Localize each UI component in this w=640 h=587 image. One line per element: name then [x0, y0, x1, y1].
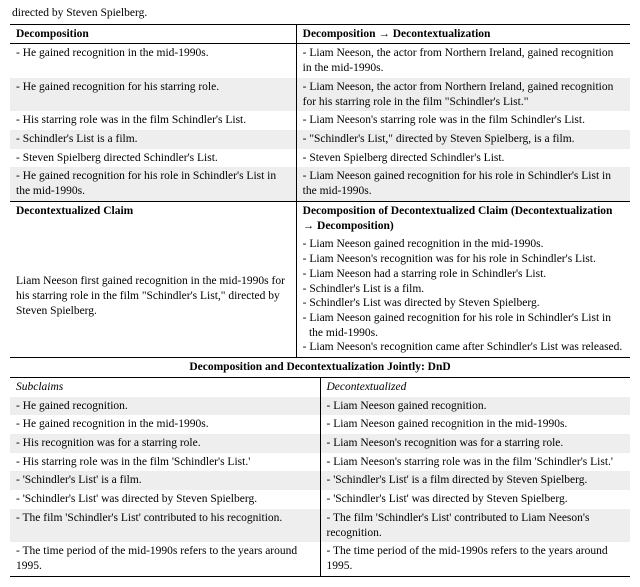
top-continuation-text: directed by Steven Spielberg.	[10, 6, 630, 24]
table-cell: - Steven Spielberg directed Schindler's …	[10, 149, 296, 168]
list-item: - Schindler's List is a film.	[303, 282, 624, 297]
sec-c-left-sub: Subclaims	[10, 377, 320, 396]
table-cell: - Schindler's List is a film.	[10, 130, 296, 149]
page: directed by Steven Spielberg. Decomposit…	[0, 0, 640, 587]
table-cell: - Liam Neeson, the actor from Northern I…	[296, 78, 630, 111]
table-cell: - "Schindler's List," directed by Steven…	[296, 130, 630, 149]
table-cell: - He gained recognition for his role in …	[10, 167, 296, 201]
table-cell: - The film 'Schindler's List' contribute…	[10, 509, 320, 542]
list-item: - Liam Neeson gained recognition in the …	[303, 237, 624, 252]
table-cell: - The time period of the mid-1990s refer…	[10, 542, 320, 576]
table-cell: - He gained recognition.	[10, 397, 320, 416]
table-cell: - Liam Neeson's starring role was in the…	[320, 453, 630, 472]
table-cell: - 'Schindler's List' is a film.	[10, 471, 320, 490]
table-cell: - He gained recognition in the mid-1990s…	[10, 44, 296, 78]
sec-a-left-header: Decomposition	[10, 24, 296, 44]
table-cell: - He gained recognition for his starring…	[10, 78, 296, 111]
sec-c-right-sub: Decontextualized	[320, 377, 630, 396]
sec-b-right-header: Decomposition of Decontextualized Claim …	[296, 202, 630, 235]
sec-b-left-body: Liam Neeson first gained recognition in …	[10, 235, 296, 357]
section-c-table: Decomposition and Decontextualization Jo…	[10, 358, 630, 577]
sec-b-left-header: Decontextualized Claim	[10, 202, 296, 235]
list-item: - Liam Neeson had a starring role in Sch…	[303, 267, 624, 282]
table-cell: - Liam Neeson, the actor from Northern I…	[296, 44, 630, 78]
table-cell: - Liam Neeson gained recognition for his…	[296, 167, 630, 201]
section-a-table: Decomposition Decomposition → Decontextu…	[10, 24, 630, 202]
table-cell: - His starring role was in the film 'Sch…	[10, 453, 320, 472]
section-b-table: Decontextualized Claim Decomposition of …	[10, 202, 630, 358]
table-cell: - Liam Neeson's starring role was in the…	[296, 111, 630, 130]
table-cell: - The time period of the mid-1990s refer…	[320, 542, 630, 576]
table-cell: - He gained recognition in the mid-1990s…	[10, 415, 320, 434]
table-cell: - His starring role was in the film Schi…	[10, 111, 296, 130]
list-item: - Liam Neeson's recognition was for his …	[303, 252, 624, 267]
sec-a-right-header: Decomposition → Decontextualization	[296, 24, 630, 44]
table-cell: - His recognition was for a starring rol…	[10, 434, 320, 453]
sec-b-right-body: - Liam Neeson gained recognition in the …	[296, 235, 630, 357]
sec-c-full-header: Decomposition and Decontextualization Jo…	[10, 358, 630, 377]
table-cell: - 'Schindler's List' was directed by Ste…	[320, 490, 630, 509]
table-cell: - 'Schindler's List' was directed by Ste…	[10, 490, 320, 509]
list-item: - Schindler's List was directed by Steve…	[303, 296, 624, 311]
table-cell: - Steven Spielberg directed Schindler's …	[296, 149, 630, 168]
table-cell: - The film 'Schindler's List' contribute…	[320, 509, 630, 542]
table-cell: - Liam Neeson gained recognition in the …	[320, 415, 630, 434]
list-item: - Liam Neeson gained recognition for his…	[303, 311, 624, 340]
table-cell: - 'Schindler's List' is a film directed …	[320, 471, 630, 490]
table-cell: - Liam Neeson gained recognition.	[320, 397, 630, 416]
list-item: - Liam Neeson's recognition came after S…	[303, 340, 624, 355]
table-cell: - Liam Neeson's recognition was for a st…	[320, 434, 630, 453]
